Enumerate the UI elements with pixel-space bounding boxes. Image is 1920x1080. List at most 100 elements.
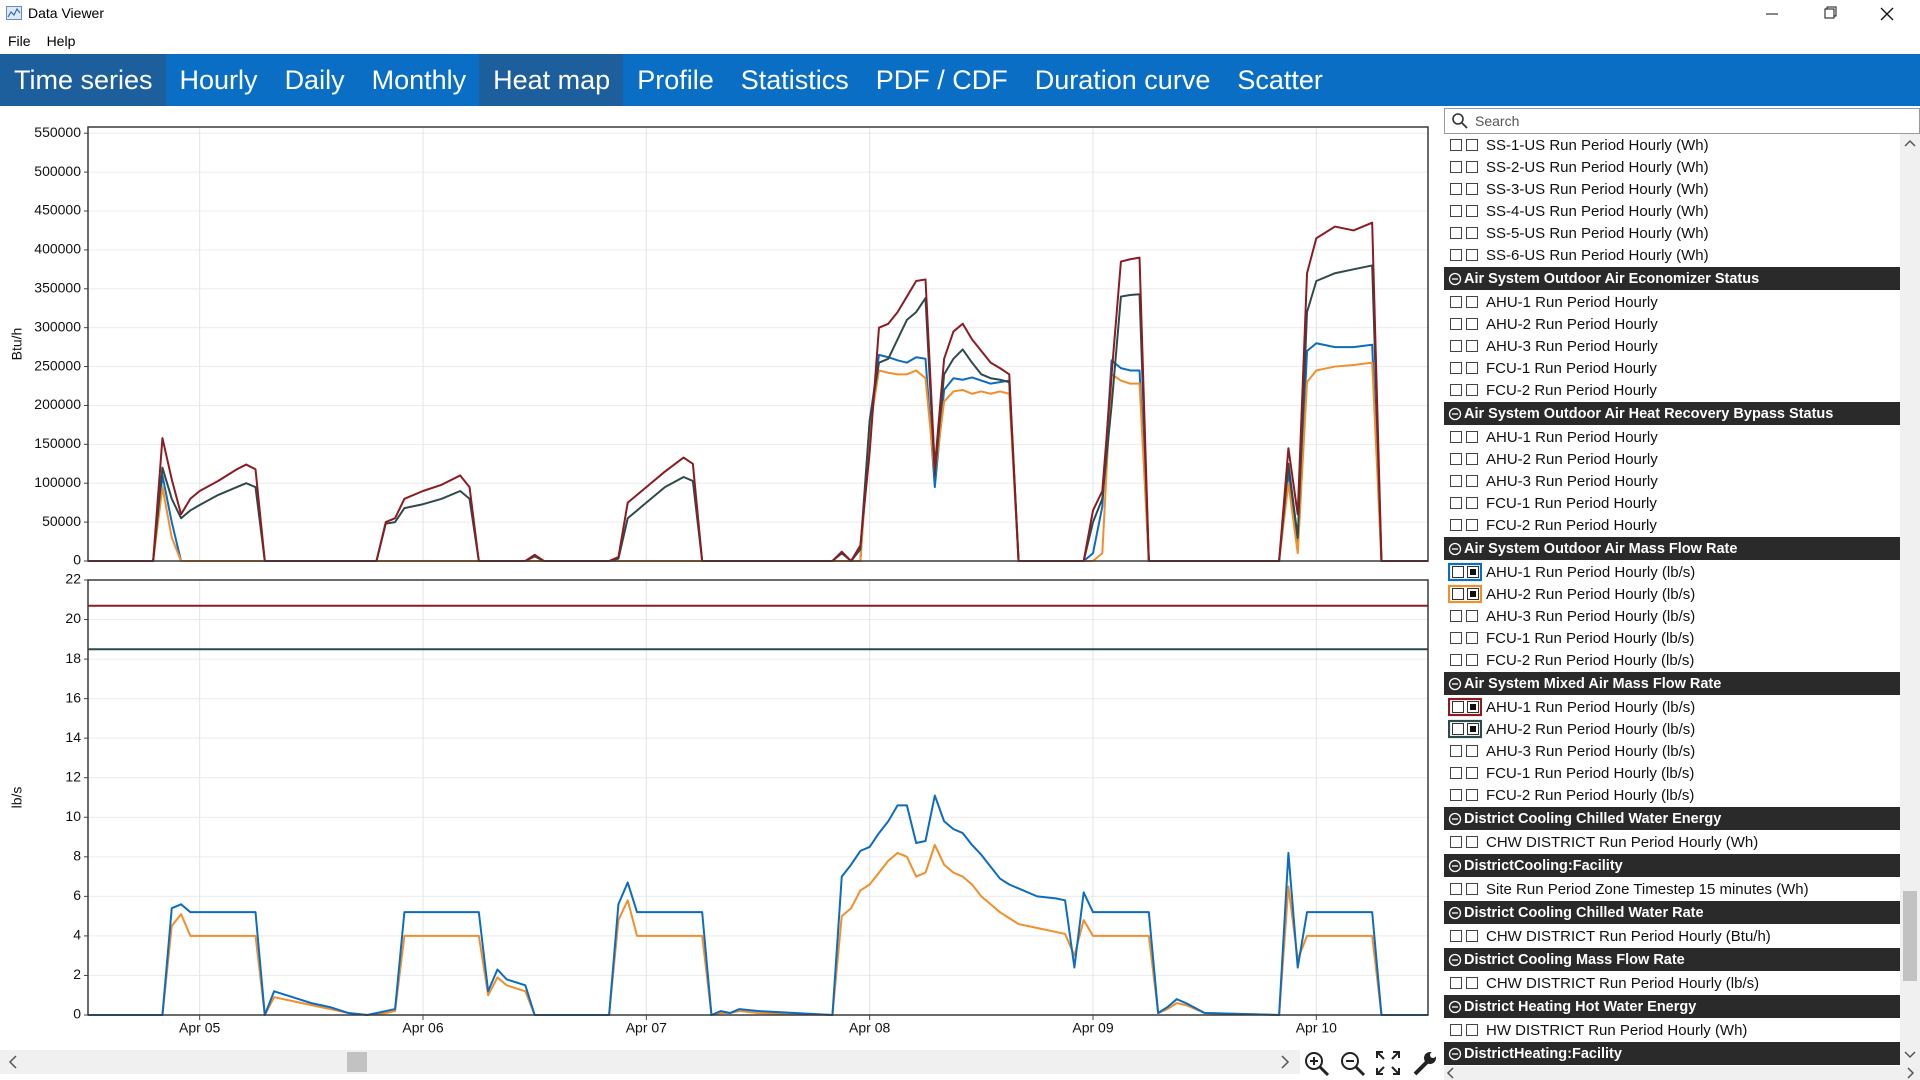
series-line bbox=[88, 221, 1428, 562]
plot-frame bbox=[87, 579, 1429, 1016]
collapse-icon bbox=[1448, 1047, 1462, 1060]
scroll-right-button[interactable] bbox=[1281, 1055, 1290, 1069]
checkboxes[interactable] bbox=[1448, 471, 1482, 491]
group-title: DistrictHeating:Facility bbox=[1464, 1045, 1622, 1062]
checkboxes[interactable] bbox=[1448, 515, 1482, 535]
checkboxes[interactable] bbox=[1448, 1020, 1482, 1040]
zoom-out-button[interactable] bbox=[1341, 1052, 1366, 1077]
collapse-icon bbox=[1448, 542, 1462, 555]
tab[interactable]: Heat map bbox=[479, 54, 624, 106]
checkboxes[interactable] bbox=[1448, 380, 1482, 400]
checkbox bbox=[1452, 723, 1464, 735]
title-bar: Data Viewer bbox=[0, 0, 1920, 27]
checkboxes[interactable] bbox=[1448, 650, 1482, 670]
checkbox bbox=[1450, 654, 1462, 666]
checkbox bbox=[1450, 745, 1462, 757]
scroll-thumb[interactable] bbox=[1903, 891, 1917, 981]
group-header[interactable]: District Cooling Mass Flow Rate bbox=[1444, 948, 1900, 971]
scroll-down-button[interactable] bbox=[1904, 1051, 1916, 1059]
series-item: AHU-3 Run Period Hourly bbox=[1444, 335, 1900, 357]
checkboxes[interactable] bbox=[1448, 562, 1482, 582]
group-header[interactable]: Air System Outdoor Air Mass Flow Rate bbox=[1444, 537, 1900, 560]
checkbox bbox=[1450, 453, 1462, 465]
plot-frame bbox=[87, 126, 1429, 562]
tab[interactable]: Hourly bbox=[179, 65, 258, 95]
checkboxes[interactable] bbox=[1448, 135, 1482, 155]
tab[interactable]: Statistics bbox=[740, 65, 849, 95]
tab[interactable]: PDF / CDF bbox=[875, 65, 1008, 95]
tab[interactable]: Duration curve bbox=[1034, 65, 1211, 95]
checkboxes[interactable] bbox=[1448, 832, 1482, 852]
checkboxes[interactable] bbox=[1448, 697, 1482, 717]
checkboxes[interactable] bbox=[1448, 336, 1482, 356]
tab[interactable]: Monthly bbox=[371, 65, 467, 95]
group-header[interactable]: DistrictHeating:Facility bbox=[1444, 1042, 1900, 1065]
group-header[interactable]: Air System Mixed Air Mass Flow Rate bbox=[1444, 672, 1900, 695]
checkboxes[interactable] bbox=[1448, 785, 1482, 805]
group-header[interactable]: Air System Outdoor Air Heat Recovery Byp… bbox=[1444, 402, 1900, 425]
checkboxes[interactable] bbox=[1448, 314, 1482, 334]
series-label: FCU-1 Run Period Hourly (lb/s) bbox=[1486, 629, 1695, 647]
collapse-circle bbox=[1448, 1000, 1462, 1013]
checkboxes[interactable] bbox=[1448, 628, 1482, 648]
checkboxes[interactable] bbox=[1448, 427, 1482, 447]
checkbox bbox=[1450, 183, 1462, 195]
checkboxes[interactable] bbox=[1448, 292, 1482, 312]
series-label: SS-2-US Run Period Hourly (Wh) bbox=[1486, 158, 1709, 176]
checkboxes[interactable] bbox=[1448, 157, 1482, 177]
collapse-circle bbox=[1448, 677, 1462, 690]
menu-item[interactable]: File bbox=[8, 33, 31, 49]
close-button[interactable] bbox=[1880, 7, 1894, 21]
checkboxes[interactable] bbox=[1448, 606, 1482, 626]
scroll-up-button[interactable] bbox=[1904, 139, 1916, 147]
checkboxes[interactable] bbox=[1448, 926, 1482, 946]
scroll-left-button[interactable] bbox=[8, 1055, 17, 1069]
series-item: AHU-1 Run Period Hourly bbox=[1444, 291, 1900, 313]
checkboxes[interactable] bbox=[1448, 201, 1482, 221]
y-tick-label: 16 bbox=[65, 689, 81, 705]
checkboxes[interactable] bbox=[1448, 763, 1482, 783]
collapse-circle bbox=[1448, 407, 1462, 420]
group-header[interactable]: District Cooling Chilled Water Energy bbox=[1444, 807, 1900, 830]
tab[interactable]: Time series bbox=[0, 54, 166, 106]
checkbox bbox=[1466, 610, 1478, 622]
checkboxes[interactable] bbox=[1448, 179, 1482, 199]
checkboxes[interactable] bbox=[1448, 223, 1482, 243]
checkboxes[interactable] bbox=[1448, 493, 1482, 513]
checkboxes[interactable] bbox=[1448, 879, 1482, 899]
y-tick-label: 8 bbox=[73, 848, 81, 864]
restore-button[interactable] bbox=[1824, 6, 1837, 19]
series-label: CHW DISTRICT Run Period Hourly (Wh) bbox=[1486, 833, 1759, 851]
group-header[interactable]: DistrictCooling:Facility bbox=[1444, 854, 1900, 877]
checkbox bbox=[1466, 977, 1478, 989]
checkboxes[interactable] bbox=[1448, 358, 1482, 378]
scroll-right-button[interactable] bbox=[1907, 1067, 1915, 1079]
checkboxes[interactable] bbox=[1448, 741, 1482, 761]
checkboxes[interactable] bbox=[1448, 584, 1482, 604]
tab[interactable]: Profile bbox=[637, 65, 714, 95]
series-label: AHU-3 Run Period Hourly (lb/s) bbox=[1486, 607, 1696, 625]
settings-button[interactable] bbox=[1413, 1052, 1436, 1076]
scroll-left-button[interactable] bbox=[1446, 1067, 1454, 1079]
search-box[interactable]: Search bbox=[1444, 108, 1920, 134]
checkboxes[interactable] bbox=[1448, 719, 1482, 739]
tab[interactable]: Scatter bbox=[1237, 65, 1323, 95]
checkboxes[interactable] bbox=[1448, 245, 1482, 265]
series-label: CHW DISTRICT Run Period Hourly (lb/s) bbox=[1486, 974, 1760, 992]
collapse-icon bbox=[1448, 407, 1462, 420]
tab[interactable]: Daily bbox=[284, 65, 345, 95]
group-header[interactable]: Air System Outdoor Air Economizer Status bbox=[1444, 267, 1900, 290]
series-item: FCU-1 Run Period Hourly bbox=[1444, 357, 1900, 379]
checkboxes[interactable] bbox=[1448, 449, 1482, 469]
fit-button[interactable] bbox=[1376, 1051, 1400, 1075]
series-label: AHU-1 Run Period Hourly bbox=[1486, 293, 1658, 311]
menu-item[interactable]: Help bbox=[46, 33, 76, 49]
checkboxes[interactable] bbox=[1448, 973, 1482, 993]
zoom-in-button[interactable] bbox=[1305, 1052, 1330, 1077]
series-label: AHU-2 Run Period Hourly (lb/s) bbox=[1486, 720, 1696, 738]
scroll-thumb[interactable] bbox=[347, 1052, 367, 1072]
checkbox bbox=[1466, 654, 1478, 666]
group-header[interactable]: District Cooling Chilled Water Rate bbox=[1444, 901, 1900, 924]
group-header[interactable]: District Heating Hot Water Energy bbox=[1444, 995, 1900, 1018]
series-item: AHU-2 Run Period Hourly (lb/s) bbox=[1444, 718, 1900, 740]
